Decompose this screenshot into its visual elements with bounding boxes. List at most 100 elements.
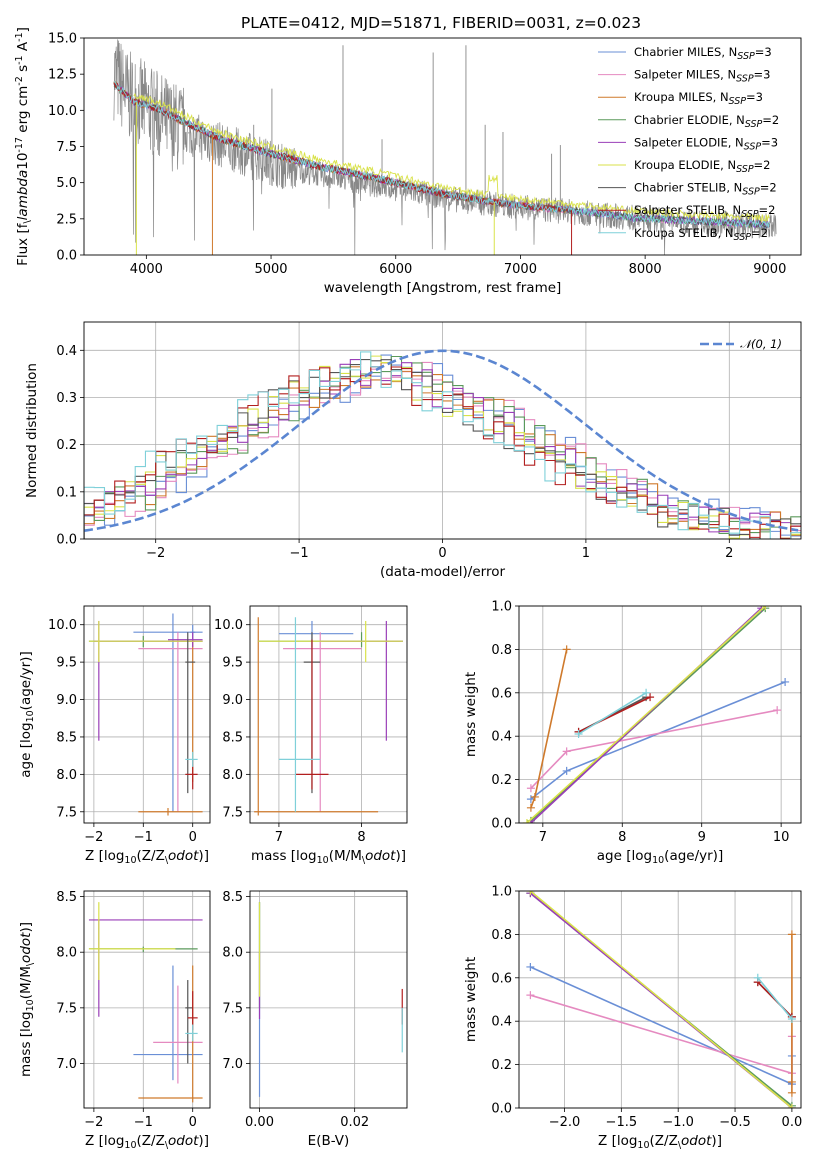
mass-vs-Z-ylabel: mass [log10(M/M\odot)] bbox=[18, 922, 36, 1077]
legend-label: Kroupa STELIB, NSSP=2 bbox=[634, 226, 768, 243]
spectrum-xtick-label: 7000 bbox=[504, 262, 537, 277]
legend-label: Chabrier ELODIE, NSSP=2 bbox=[634, 113, 779, 130]
weight-vs-Z-ylabel: mass weight bbox=[463, 957, 479, 1042]
mass-vs-EBV-ytick-label: 7.0 bbox=[222, 1057, 243, 1072]
weight-vs-Z-marker bbox=[526, 962, 535, 971]
weight-vs-age-marker bbox=[562, 747, 571, 756]
weight-vs-Z-marker bbox=[787, 1088, 796, 1097]
spectrum-ytick-label: 12.5 bbox=[48, 68, 77, 83]
age-vs-mass-ytick-label: 9.0 bbox=[222, 693, 243, 708]
residuals-ytick-label: 0.0 bbox=[56, 533, 77, 548]
mass-vs-EBV-xlabel: E(B-V) bbox=[308, 1133, 350, 1149]
legend-label: Kroupa MILES, NSSP=3 bbox=[634, 90, 763, 107]
mass-vs-Z-ytick-label: 8.0 bbox=[56, 946, 77, 961]
weight-vs-age-xtick-label: 10 bbox=[773, 830, 790, 845]
weight-vs-age-marker bbox=[574, 730, 583, 739]
gaussian-curve bbox=[84, 349, 799, 532]
age-vs-Z-ylabel: age [log10(age/yr)] bbox=[18, 651, 36, 777]
weight-vs-age-ytick-label: 1.0 bbox=[491, 600, 512, 615]
age-vs-Z-ytick-label: 8.5 bbox=[56, 730, 77, 745]
weight-vs-Z-series-line bbox=[529, 891, 793, 1108]
mass-vs-EBV-ytick-label: 8.5 bbox=[222, 890, 243, 905]
weight-vs-age-marker bbox=[526, 803, 535, 812]
figure-title: PLATE=0412, MJD=51871, FIBERID=0031, z=0… bbox=[241, 14, 641, 32]
age-vs-mass-frame bbox=[249, 605, 408, 824]
spectrum-xtick-label: 9000 bbox=[753, 262, 786, 277]
legend-label: Chabrier MILES, NSSP=3 bbox=[634, 45, 772, 62]
weight-vs-age-xtick-label: 9 bbox=[698, 830, 706, 845]
weight-vs-age-marker bbox=[530, 792, 539, 801]
mass-vs-EBV-ytick-label: 8.0 bbox=[222, 946, 243, 961]
weight-vs-age-series-line bbox=[526, 606, 766, 823]
model-spectrum-line bbox=[133, 92, 770, 223]
weight-vs-age-series-line bbox=[530, 709, 778, 789]
weight-vs-Z-frame bbox=[518, 890, 802, 1109]
legend-label: Salpeter MILES, NSSP=3 bbox=[634, 68, 771, 85]
legend-label: Salpeter STELIB, NSSP=2 bbox=[634, 203, 775, 220]
gaussian-legend-label: 𝒩(0, 1) bbox=[740, 337, 782, 351]
weight-vs-age-marker bbox=[642, 688, 651, 697]
weight-vs-Z-xtick-label: 0.0 bbox=[782, 1115, 803, 1130]
mass-vs-Z-frame bbox=[83, 890, 211, 1109]
mass-vs-Z-xlabel: Z [log10(Z/Z\odot)] bbox=[85, 1133, 209, 1151]
weight-vs-age-marker bbox=[526, 784, 535, 793]
weight-vs-age-plot-area bbox=[522, 606, 790, 823]
model-spectrum-line bbox=[113, 80, 770, 228]
residuals-ytick-label: 0.1 bbox=[56, 485, 77, 500]
weight-vs-age-ytick-label: 0.2 bbox=[491, 773, 512, 788]
weight-vs-Z-ytick-label: 0.8 bbox=[491, 928, 512, 943]
mass-vs-Z-xtick-label: −1 bbox=[134, 1115, 153, 1130]
spectrum-ytick-label: 2.5 bbox=[56, 212, 77, 227]
residuals-xtick-label: 2 bbox=[725, 546, 733, 561]
weight-vs-Z-marker bbox=[787, 1015, 796, 1024]
weight-vs-age-marker bbox=[761, 606, 770, 610]
weight-vs-age-xlabel: age [log10(age/yr)] bbox=[597, 848, 723, 866]
weight-vs-age-marker bbox=[773, 706, 782, 715]
residuals-ylabel: Normed distribution bbox=[24, 363, 40, 498]
weight-vs-Z-ytick-label: 1.0 bbox=[491, 885, 512, 900]
weight-vs-age-ylabel: mass weight bbox=[463, 672, 479, 757]
spectrum-xtick-label: 6000 bbox=[379, 262, 412, 277]
weight-vs-Z-ytick-label: 0.4 bbox=[491, 1015, 512, 1030]
weight-vs-age-ytick-label: 0.8 bbox=[491, 643, 512, 658]
age-vs-Z-frame bbox=[83, 605, 211, 824]
residuals-xtick-label: 1 bbox=[582, 546, 590, 561]
age-vs-Z-ytick-label: 10.0 bbox=[48, 618, 77, 633]
age-vs-mass-ytick-label: 8.0 bbox=[222, 768, 243, 783]
age-vs-Z-plot-area bbox=[88, 613, 203, 816]
age-vs-mass-xtick-label: 8 bbox=[357, 830, 365, 845]
residuals-xlabel: (data-model)/error bbox=[380, 564, 506, 580]
age-vs-Z-ytick-label: 9.5 bbox=[56, 656, 77, 671]
residuals-ytick-label: 0.3 bbox=[56, 391, 77, 406]
weight-vs-age-series-line bbox=[578, 692, 647, 735]
weight-vs-Z-xtick-label: −0.5 bbox=[719, 1115, 751, 1130]
spectrum-xtick-label: 4000 bbox=[130, 262, 163, 277]
weight-vs-Z-marker bbox=[787, 1104, 796, 1108]
mass-vs-EBV-xtick-label: 0.02 bbox=[340, 1115, 369, 1130]
legend-label: Salpeter ELODIE, NSSP=3 bbox=[634, 135, 778, 152]
spectrum-ylabel: Flux [f\lambda10-17 erg cm-2 s-1 A-1] bbox=[14, 27, 33, 266]
spectrum-ytick-label: 5.0 bbox=[56, 176, 77, 191]
age-vs-mass-xtick-label: 7 bbox=[275, 830, 283, 845]
weight-vs-Z-ytick-label: 0.0 bbox=[491, 1102, 512, 1117]
mass-vs-EBV-frame bbox=[249, 890, 408, 1109]
spectrum-xtick-label: 5000 bbox=[254, 262, 287, 277]
weight-vs-Z-xtick-label: −2.0 bbox=[549, 1115, 581, 1130]
weight-vs-age-marker bbox=[562, 766, 571, 775]
mass-vs-Z-xtick-label: 0 bbox=[189, 1115, 197, 1130]
residuals-xtick-label: −1 bbox=[290, 546, 309, 561]
weight-vs-Z-ytick-label: 0.2 bbox=[491, 1058, 512, 1073]
weight-vs-Z-marker bbox=[753, 973, 762, 982]
weight-vs-Z-xtick-label: −1.5 bbox=[606, 1115, 638, 1130]
plots-layer: 4000 5000 6000 7000 8000 90000.02.55.07.510.0… bbox=[14, 27, 802, 1151]
weight-vs-Z-series-line bbox=[530, 994, 793, 1075]
spectrum-ytick-label: 10.0 bbox=[48, 104, 77, 119]
age-vs-Z-xtick-label: −1 bbox=[134, 830, 153, 845]
weight-vs-Z-ytick-label: 0.6 bbox=[491, 971, 512, 986]
spectrum-frame bbox=[83, 37, 802, 256]
legend-label: Chabrier STELIB, NSSP=2 bbox=[634, 181, 777, 198]
residual-histogram-step bbox=[84, 351, 801, 539]
mass-vs-Z-plot-area bbox=[88, 902, 203, 1103]
age-vs-Z-xtick-label: 0 bbox=[189, 830, 197, 845]
